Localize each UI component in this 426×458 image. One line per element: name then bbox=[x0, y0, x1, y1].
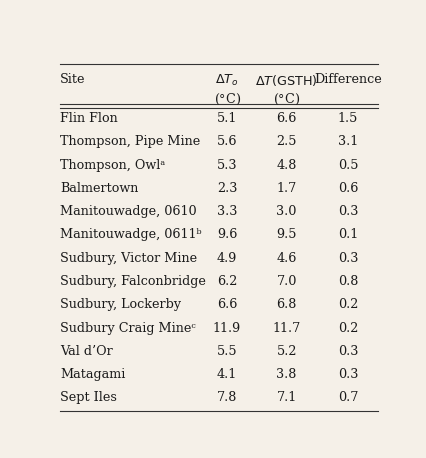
Text: Thompson, Pipe Mine: Thompson, Pipe Mine bbox=[60, 136, 200, 148]
Text: 6.2: 6.2 bbox=[216, 275, 237, 288]
Text: 0.3: 0.3 bbox=[337, 368, 357, 381]
Text: 2.5: 2.5 bbox=[276, 136, 296, 148]
Text: Sudbury, Lockerby: Sudbury, Lockerby bbox=[60, 298, 181, 311]
Text: 6.6: 6.6 bbox=[216, 298, 237, 311]
Text: Site: Site bbox=[60, 73, 85, 86]
Text: 7.0: 7.0 bbox=[276, 275, 296, 288]
Text: 9.6: 9.6 bbox=[216, 229, 237, 241]
Text: 11.9: 11.9 bbox=[213, 322, 241, 335]
Text: 4.6: 4.6 bbox=[276, 252, 296, 265]
Text: 4.1: 4.1 bbox=[216, 368, 237, 381]
Text: 3.8: 3.8 bbox=[276, 368, 296, 381]
Text: Difference: Difference bbox=[313, 73, 381, 86]
Text: 6.8: 6.8 bbox=[276, 298, 296, 311]
Text: 0.6: 0.6 bbox=[337, 182, 357, 195]
Text: Sept Iles: Sept Iles bbox=[60, 392, 117, 404]
Text: 3.3: 3.3 bbox=[216, 205, 237, 218]
Text: 1.7: 1.7 bbox=[276, 182, 296, 195]
Text: 0.3: 0.3 bbox=[337, 252, 357, 265]
Text: 0.3: 0.3 bbox=[337, 345, 357, 358]
Text: 3.1: 3.1 bbox=[337, 136, 357, 148]
Text: 5.5: 5.5 bbox=[216, 345, 237, 358]
Text: Matagami: Matagami bbox=[60, 368, 125, 381]
Text: ($\degree$C): ($\degree$C) bbox=[213, 92, 240, 107]
Text: 7.1: 7.1 bbox=[276, 392, 296, 404]
Text: 0.5: 0.5 bbox=[337, 158, 357, 172]
Text: 4.8: 4.8 bbox=[276, 158, 296, 172]
Text: Flin Flon: Flin Flon bbox=[60, 112, 118, 125]
Text: $\mathit{\Delta}T$(GSTH): $\mathit{\Delta}T$(GSTH) bbox=[255, 73, 317, 87]
Text: Manitouwadge, 0610: Manitouwadge, 0610 bbox=[60, 205, 196, 218]
Text: 9.5: 9.5 bbox=[276, 229, 296, 241]
Text: $\mathit{\Delta}T_o$: $\mathit{\Delta}T_o$ bbox=[215, 73, 239, 87]
Text: Sudbury, Falconbridge: Sudbury, Falconbridge bbox=[60, 275, 205, 288]
Text: 3.0: 3.0 bbox=[276, 205, 296, 218]
Text: 4.9: 4.9 bbox=[216, 252, 237, 265]
Text: 0.1: 0.1 bbox=[337, 229, 357, 241]
Text: Sudbury Craig Mineᶜ: Sudbury Craig Mineᶜ bbox=[60, 322, 195, 335]
Text: Manitouwadge, 0611ᵇ: Manitouwadge, 0611ᵇ bbox=[60, 229, 201, 241]
Text: ($\degree$C): ($\degree$C) bbox=[273, 92, 299, 107]
Text: 0.7: 0.7 bbox=[337, 392, 357, 404]
Text: Val d’Or: Val d’Or bbox=[60, 345, 112, 358]
Text: 1.5: 1.5 bbox=[337, 112, 357, 125]
Text: Balmertown: Balmertown bbox=[60, 182, 138, 195]
Text: 5.6: 5.6 bbox=[216, 136, 237, 148]
Text: 2.3: 2.3 bbox=[216, 182, 237, 195]
Text: 0.3: 0.3 bbox=[337, 205, 357, 218]
Text: 0.2: 0.2 bbox=[337, 298, 357, 311]
Text: 7.8: 7.8 bbox=[216, 392, 237, 404]
Text: 0.8: 0.8 bbox=[337, 275, 357, 288]
Text: Sudbury, Victor Mine: Sudbury, Victor Mine bbox=[60, 252, 197, 265]
Text: 5.1: 5.1 bbox=[216, 112, 237, 125]
Text: 6.6: 6.6 bbox=[276, 112, 296, 125]
Text: 0.2: 0.2 bbox=[337, 322, 357, 335]
Text: 11.7: 11.7 bbox=[272, 322, 300, 335]
Text: 5.3: 5.3 bbox=[216, 158, 237, 172]
Text: Thompson, Owlᵃ: Thompson, Owlᵃ bbox=[60, 158, 165, 172]
Text: 5.2: 5.2 bbox=[276, 345, 296, 358]
